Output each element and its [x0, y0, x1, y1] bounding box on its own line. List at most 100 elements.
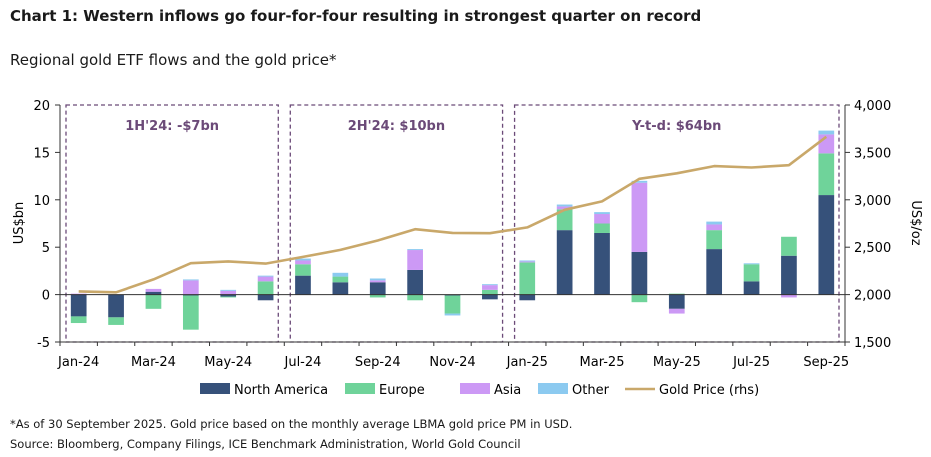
gold-price-line — [78, 135, 828, 294]
bar-north-america-feb-25 — [556, 230, 573, 295]
x-tick-label: Nov-24 — [429, 355, 475, 370]
bar-other-apr-24 — [182, 279, 199, 281]
bar-europe-feb-25 — [556, 209, 573, 231]
bar-other-jul-25 — [743, 263, 760, 265]
bar-north-america-jan-24 — [70, 294, 87, 317]
bar-other-jan-25 — [519, 260, 536, 262]
bar-north-america-mar-24 — [145, 291, 162, 295]
period-label-1: 1H'24: -$7bn — [125, 119, 219, 134]
right-tick-label: 1,500 — [854, 336, 891, 351]
bar-europe-sep-24 — [369, 294, 386, 298]
bar-europe-mar-24 — [145, 294, 162, 309]
x-tick-label: Mar-24 — [131, 355, 176, 370]
bar-asia-aug-25 — [781, 294, 797, 298]
bar-other-jun-25 — [706, 221, 723, 225]
legend-swatch-asia — [460, 383, 490, 394]
bar-north-america-sep-24 — [369, 282, 386, 295]
bar-north-america-feb-24 — [108, 294, 124, 318]
bar-asia-apr-25 — [631, 182, 648, 252]
bar-europe-jun-24 — [257, 281, 274, 295]
legend-label-asia: Asia — [494, 383, 521, 398]
bar-north-america-apr-25 — [631, 251, 648, 295]
bar-asia-dec-24 — [482, 285, 498, 290]
bar-asia-oct-24 — [407, 250, 423, 270]
bar-europe-feb-24 — [108, 317, 124, 325]
x-tick-label: Sep-25 — [803, 355, 849, 370]
bar-asia-sep-24 — [369, 280, 386, 283]
x-tick-label: Jan-24 — [57, 355, 99, 370]
legend-label-other: Other — [572, 383, 610, 398]
bar-asia-apr-24 — [182, 280, 199, 295]
bar-europe-jul-24 — [295, 264, 311, 276]
legend-label-gold-price: Gold Price (rhs) — [659, 383, 759, 398]
right-tick-label: 2,500 — [854, 241, 891, 256]
bar-europe-apr-25 — [631, 294, 648, 303]
bar-north-america-may-24 — [220, 294, 237, 297]
bar-north-america-jun-24 — [257, 294, 274, 301]
bar-other-sep-25 — [818, 130, 835, 135]
bar-other-apr-25 — [631, 180, 648, 183]
bar-europe-nov-24 — [444, 295, 461, 314]
bar-europe-mar-25 — [594, 223, 610, 233]
bar-asia-mar-25 — [594, 214, 610, 224]
x-tick-label: Jul-24 — [284, 355, 322, 370]
legend-swatch-europe — [345, 383, 375, 394]
footnote: *As of 30 September 2025. Gold price bas… — [10, 417, 573, 431]
bar-other-oct-24 — [407, 249, 423, 251]
x-tick-label: Mar-25 — [580, 355, 625, 370]
period-label-3: Y-t-d: $64bn — [631, 119, 721, 134]
x-tick-label: May-24 — [204, 355, 252, 370]
period-box-1 — [65, 104, 279, 343]
bar-north-america-dec-24 — [482, 294, 498, 300]
bar-north-america-jun-25 — [706, 249, 723, 295]
right-tick-label: 3,500 — [854, 146, 891, 161]
right-tick-label: 2,000 — [854, 289, 891, 304]
stacked-bars — [70, 130, 835, 330]
x-tick-label: Jan-25 — [506, 355, 548, 370]
bar-europe-apr-24 — [182, 295, 199, 330]
left-tick-label: 5 — [42, 241, 50, 256]
bar-north-america-jan-25 — [519, 294, 536, 301]
source-note: Source: Bloomberg, Company Filings, ICE … — [10, 437, 521, 451]
bar-europe-jun-25 — [706, 230, 723, 250]
bar-other-may-24 — [220, 289, 237, 291]
bar-europe-aug-25 — [781, 236, 797, 256]
bar-other-jul-24 — [295, 258, 311, 261]
legend-label-europe: Europe — [379, 383, 425, 398]
x-tick-label: Jul-25 — [732, 355, 770, 370]
etf-flows-chart: 1H'24: -$7bn 2H'24: $10bn Y-t-d: $64bn -5 0… — [12, 99, 923, 398]
bar-other-aug-24 — [332, 272, 349, 277]
left-axis-title: US$bn — [12, 202, 27, 245]
bar-europe-oct-24 — [407, 294, 423, 301]
bar-north-america-aug-24 — [332, 282, 349, 295]
bar-other-mar-25 — [594, 212, 610, 215]
bar-north-america-may-25 — [668, 294, 685, 309]
bar-asia-feb-25 — [556, 206, 573, 210]
period-box-2 — [289, 104, 504, 343]
left-tick-label: 0 — [42, 289, 50, 304]
right-tick-label: 3,000 — [854, 194, 891, 209]
bar-europe-jan-25 — [519, 262, 536, 295]
legend: North America Europe Asia Other Gold Price (… — [200, 383, 759, 398]
x-tick-label: May-25 — [653, 355, 701, 370]
legend-label-north-america: North America — [234, 383, 328, 398]
chart-title: Chart 1: Western inflows go four-for-fou… — [10, 7, 702, 25]
bar-asia-mar-24 — [145, 288, 162, 292]
bar-north-america-sep-25 — [818, 195, 835, 295]
bar-other-jun-24 — [257, 275, 274, 277]
bar-other-nov-24 — [444, 313, 461, 316]
bar-north-america-jul-25 — [743, 281, 760, 295]
bar-asia-jul-24 — [295, 260, 311, 265]
bar-europe-jul-25 — [743, 264, 760, 282]
bar-north-america-mar-25 — [594, 232, 610, 295]
bar-asia-jan-25 — [519, 261, 536, 263]
legend-swatch-north-america — [200, 383, 230, 394]
bar-north-america-oct-24 — [407, 269, 423, 295]
gold-price-line-path — [78, 135, 828, 294]
bar-north-america-aug-25 — [781, 255, 797, 295]
right-tick-label: 4,000 — [854, 99, 891, 114]
bar-other-dec-24 — [482, 284, 498, 286]
bar-asia-may-24 — [220, 290, 237, 295]
left-tick-label: 15 — [33, 146, 50, 161]
bar-other-feb-25 — [556, 204, 573, 207]
